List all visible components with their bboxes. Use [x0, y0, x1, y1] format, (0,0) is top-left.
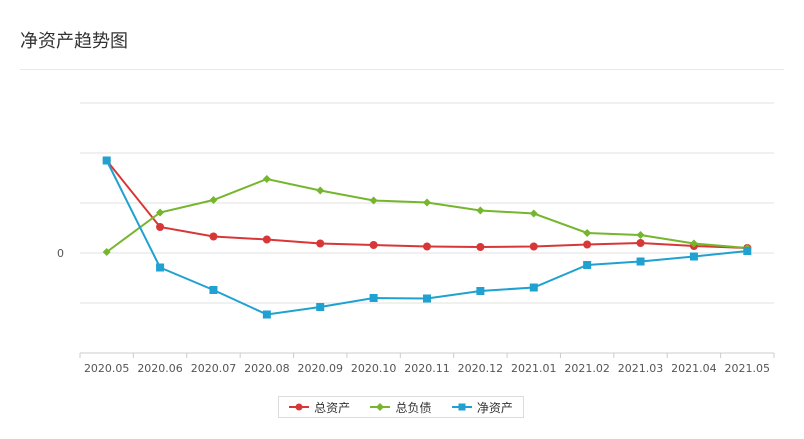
- data-point[interactable]: [209, 286, 218, 294]
- series-lines: [102, 156, 752, 319]
- data-point[interactable]: [689, 239, 698, 248]
- data-point[interactable]: [369, 294, 378, 302]
- data-point[interactable]: [583, 261, 592, 269]
- x-axis: 2020.05 2020.06 2020.07 2020.08 2020.09 2020.…: [79, 352, 775, 375]
- x-tick-label: 2020.06: [137, 362, 183, 375]
- x-tick-label: 2020.08: [244, 362, 290, 375]
- legend-swatch: [451, 403, 472, 411]
- x-tick-label: 2020.12: [458, 362, 504, 375]
- data-point[interactable]: [316, 186, 325, 195]
- chart-title: 净资产趋势图: [20, 31, 128, 52]
- data-point[interactable]: [209, 232, 218, 241]
- legend-item[interactable]: 总负债: [370, 399, 432, 416]
- data-point[interactable]: [262, 175, 271, 183]
- data-point[interactable]: [369, 196, 378, 205]
- x-tick-label: 2021.01: [511, 362, 557, 375]
- x-tick-label: 2021.03: [618, 362, 664, 375]
- series-2: [102, 175, 752, 256]
- data-point[interactable]: [156, 263, 165, 272]
- x-tick-label: 2020.05: [84, 362, 130, 375]
- x-tick-label: 2020.10: [351, 362, 397, 375]
- data-point[interactable]: [369, 241, 378, 249]
- series-line: [106, 177, 748, 253]
- data-point[interactable]: [156, 208, 165, 217]
- data-point[interactable]: [476, 287, 485, 295]
- data-point[interactable]: [583, 229, 592, 237]
- data-point[interactable]: [743, 247, 752, 255]
- line-chart: 0 2020.05 2020.06 2020.07 2020.08 2020.09 202…: [57, 102, 775, 375]
- data-point[interactable]: [529, 242, 538, 251]
- data-point[interactable]: [689, 252, 698, 261]
- legend-item[interactable]: 总资产: [289, 399, 350, 416]
- data-point[interactable]: [476, 243, 485, 251]
- data-point[interactable]: [583, 240, 592, 249]
- series-3: [102, 156, 752, 319]
- legend-label: 总负债: [395, 400, 432, 415]
- legend-item[interactable]: 净资产: [451, 399, 513, 416]
- data-point[interactable]: [529, 283, 538, 292]
- data-point[interactable]: [476, 206, 485, 215]
- x-tick-label: 2021.05: [725, 362, 771, 375]
- legend-label: 净资产: [476, 400, 513, 415]
- data-point[interactable]: [262, 310, 271, 319]
- data-point[interactable]: [102, 156, 111, 165]
- data-point[interactable]: [102, 248, 111, 256]
- legend-swatch: [370, 403, 391, 411]
- data-point[interactable]: [156, 223, 165, 231]
- chart-legend: 总资产 总负债 净资产: [278, 396, 524, 418]
- y-tick-label: 0: [57, 247, 64, 260]
- data-point[interactable]: [209, 196, 218, 204]
- data-point[interactable]: [529, 209, 538, 218]
- data-point[interactable]: [636, 257, 645, 266]
- x-tick-label: 2020.11: [404, 362, 450, 375]
- title-divider: [20, 69, 784, 70]
- data-point[interactable]: [423, 242, 431, 251]
- legend-label: 总资产: [314, 400, 351, 415]
- x-tick-label: 2021.04: [671, 362, 717, 375]
- data-point[interactable]: [636, 239, 645, 247]
- data-point[interactable]: [423, 198, 431, 207]
- x-tick-label: 2020.07: [191, 362, 237, 375]
- data-point[interactable]: [262, 235, 271, 244]
- x-tick-label: 2021.02: [564, 362, 610, 375]
- data-point[interactable]: [423, 294, 431, 303]
- x-tick-label: 2020.09: [297, 362, 343, 375]
- legend-swatch: [289, 403, 310, 411]
- data-point[interactable]: [636, 231, 645, 239]
- data-point[interactable]: [316, 303, 325, 311]
- data-point[interactable]: [316, 239, 325, 248]
- y-axis-ticks: 0: [57, 247, 64, 260]
